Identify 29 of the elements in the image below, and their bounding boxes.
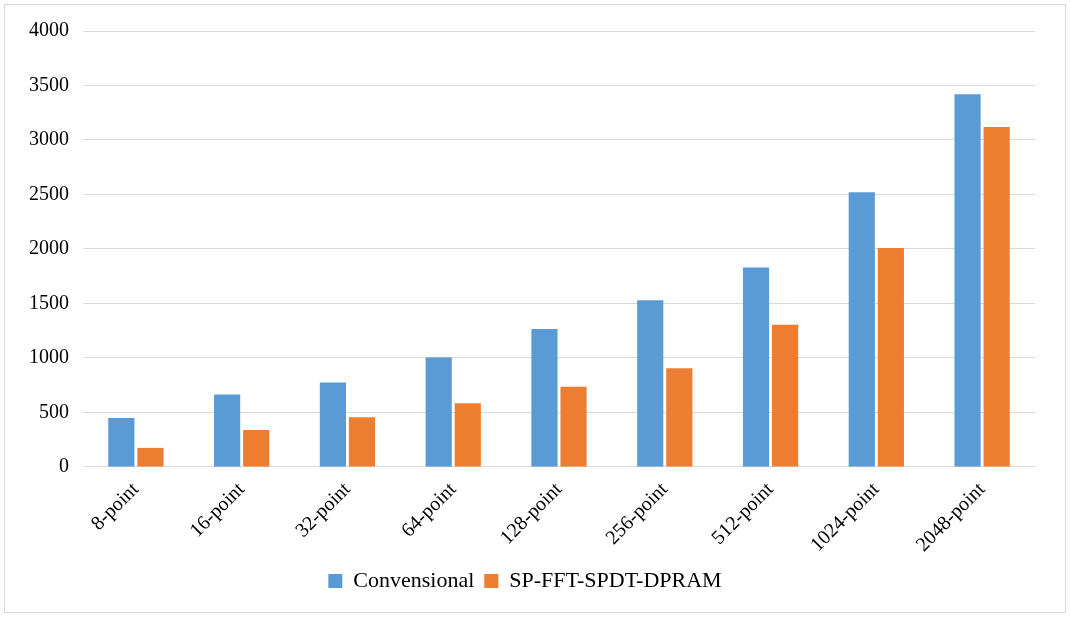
y-tick-label: 500	[39, 399, 69, 422]
bar	[877, 247, 904, 467]
bar	[454, 403, 481, 467]
bar	[348, 417, 376, 467]
y-tick-label: 1500	[29, 290, 69, 313]
bar	[137, 447, 164, 467]
bar	[108, 417, 135, 467]
y-tick-label: 2000	[29, 236, 69, 259]
bar	[531, 329, 558, 467]
bar	[425, 357, 452, 467]
bar	[848, 192, 875, 467]
bar	[214, 394, 241, 467]
bar	[772, 324, 799, 467]
bar	[560, 386, 587, 467]
bar	[954, 94, 981, 467]
y-tick-label: 4000	[29, 18, 69, 41]
bar	[243, 429, 270, 467]
y-tick-label: 0	[59, 454, 69, 477]
y-tick-label: 3000	[29, 127, 69, 150]
bar	[319, 382, 346, 467]
bar	[983, 126, 1010, 467]
legend-label: SP-FFT-SPDT-DPRAM	[509, 566, 722, 592]
bar	[666, 368, 693, 467]
y-tick-label: 1000	[29, 345, 69, 368]
y-tick-label: 2500	[29, 181, 69, 204]
y-tick-label: 3500	[29, 72, 69, 95]
legend-label: Convensional	[353, 566, 475, 592]
bar	[637, 300, 664, 467]
bar	[742, 267, 770, 467]
